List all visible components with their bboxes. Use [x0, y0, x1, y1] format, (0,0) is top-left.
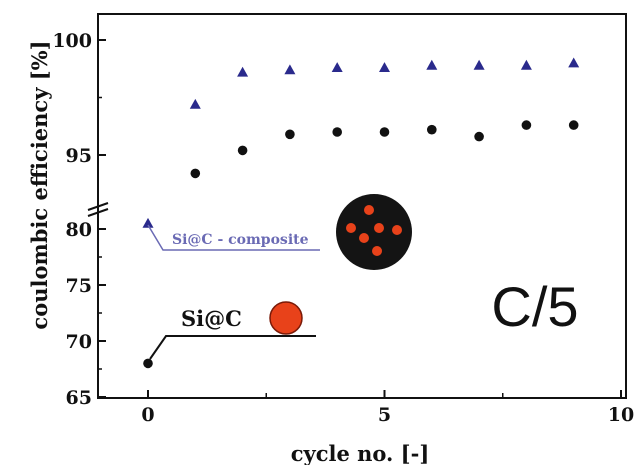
x-axis-title: cycle no. [-] [291, 441, 430, 465]
composite-data-point [473, 59, 485, 70]
composite-legend-label: Si@C - composite [172, 232, 309, 248]
sic-data-point [285, 129, 295, 140]
composite-legend: Si@C - composite [147, 194, 412, 270]
y-tick-label: 70 [66, 331, 92, 353]
y-tick-label: 65 [66, 387, 92, 409]
sic-data-point [332, 127, 343, 137]
axis-break-mark [87, 202, 109, 217]
sic-data-point [521, 120, 532, 130]
x-tick-label: 5 [378, 404, 391, 426]
composite-data-point [331, 62, 343, 72]
sic-data-point [190, 168, 201, 179]
x-tick-label: 10 [608, 404, 634, 426]
y-axis-title: coulombic efficiency [%] [27, 40, 52, 329]
rate-annotation: C/5 [491, 275, 578, 338]
composite-data-point [142, 217, 154, 228]
y-tick-label: 95 [66, 145, 92, 167]
composite-particle-icon [336, 194, 412, 270]
composite-data-point [426, 59, 438, 70]
y-tick-label: 100 [52, 30, 92, 52]
sic-data-point [568, 120, 579, 130]
data-marks [142, 57, 580, 369]
composite-data-point [379, 62, 390, 72]
composite-leader-line [147, 224, 320, 251]
sic-legend-label: Si@C [181, 306, 242, 331]
sic-data-point [474, 131, 484, 142]
sic-data-point [427, 124, 437, 135]
composite-data-point [237, 66, 249, 77]
sic-particle-icon [269, 301, 303, 335]
composite-data-point [568, 57, 580, 68]
composite-data-point [189, 98, 201, 109]
axis-tick-labels: 65 70 75 80 95 100 0 5 10 [52, 30, 634, 426]
sic-leader-line [149, 335, 316, 360]
x-tick-label: 0 [141, 404, 154, 426]
sic-data-point [379, 127, 390, 137]
axis-ticks [98, 39, 622, 398]
y-tick-label: 75 [66, 275, 92, 297]
composite-data-point [284, 64, 296, 75]
sic-data-point [237, 145, 248, 156]
sic-data-point [143, 358, 153, 369]
composite-data-point [520, 59, 532, 70]
y-tick-label: 80 [66, 219, 92, 241]
sic-legend: Si@C [149, 301, 316, 360]
